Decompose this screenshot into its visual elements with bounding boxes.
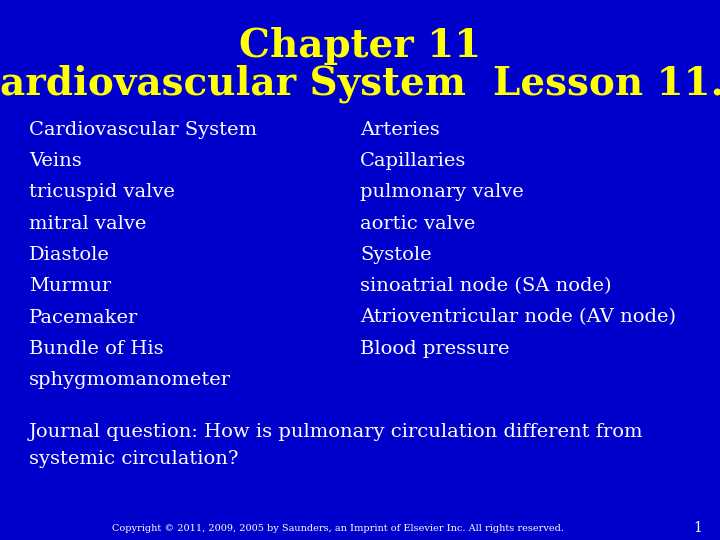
Text: Arteries: Arteries	[360, 120, 440, 139]
Text: mitral valve: mitral valve	[29, 214, 146, 233]
Text: pulmonary valve: pulmonary valve	[360, 183, 523, 201]
Text: tricuspid valve: tricuspid valve	[29, 183, 175, 201]
Text: 1: 1	[693, 521, 702, 535]
Text: Cardiovascular System  Lesson 11.1: Cardiovascular System Lesson 11.1	[0, 64, 720, 103]
Text: Diastole: Diastole	[29, 246, 109, 264]
Text: Capillaries: Capillaries	[360, 152, 467, 170]
Text: Copyright © 2011, 2009, 2005 by Saunders, an Imprint of Elsevier Inc. All rights: Copyright © 2011, 2009, 2005 by Saunders…	[112, 524, 564, 532]
Text: sphygmomanometer: sphygmomanometer	[29, 371, 231, 389]
Text: Cardiovascular System: Cardiovascular System	[29, 120, 257, 139]
Text: Atrioventricular node (AV node): Atrioventricular node (AV node)	[360, 308, 676, 327]
Text: Bundle of His: Bundle of His	[29, 340, 163, 358]
Text: Journal question: How is pulmonary circulation different from
systemic circulati: Journal question: How is pulmonary circu…	[29, 423, 643, 468]
Text: sinoatrial node (SA node): sinoatrial node (SA node)	[360, 277, 611, 295]
Text: Systole: Systole	[360, 246, 431, 264]
Text: Chapter 11: Chapter 11	[239, 27, 481, 65]
Text: aortic valve: aortic valve	[360, 214, 475, 233]
Text: Murmur: Murmur	[29, 277, 111, 295]
Text: Veins: Veins	[29, 152, 81, 170]
Text: Pacemaker: Pacemaker	[29, 308, 138, 327]
Text: Blood pressure: Blood pressure	[360, 340, 510, 358]
